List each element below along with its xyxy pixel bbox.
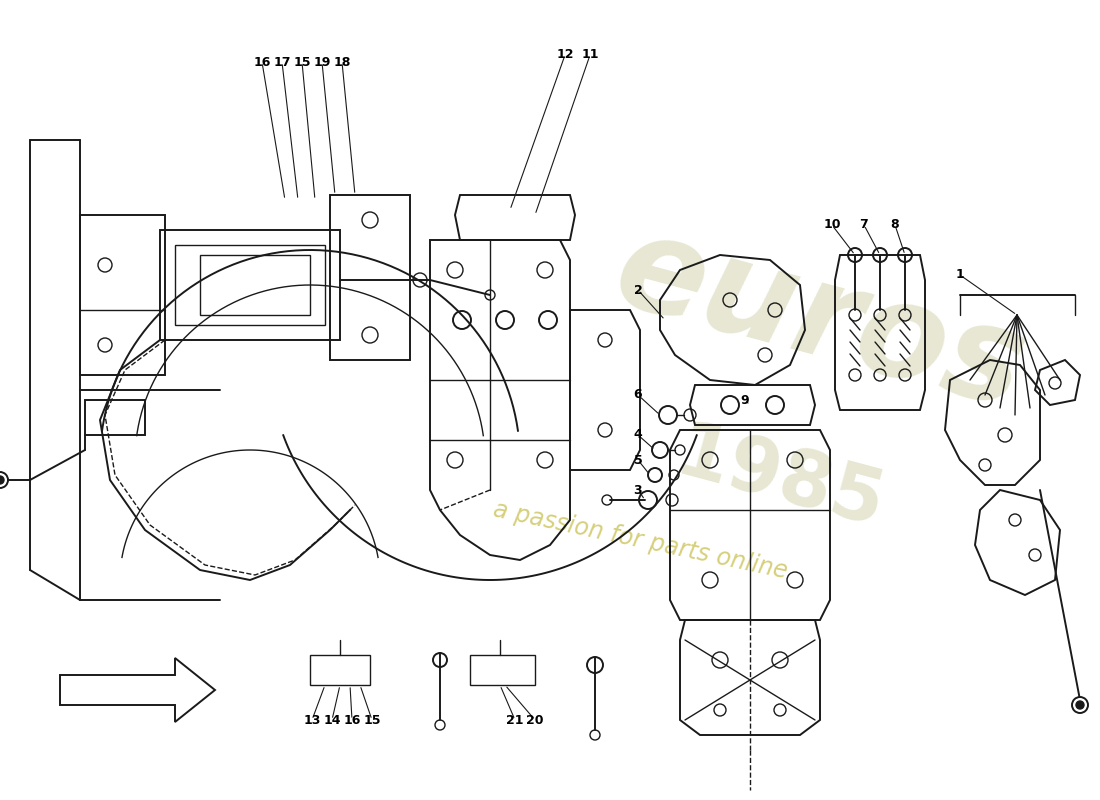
Circle shape <box>0 472 8 488</box>
Text: 14: 14 <box>323 714 341 726</box>
Text: 21: 21 <box>506 714 524 726</box>
Text: 6: 6 <box>634 389 642 402</box>
Text: euros: euros <box>602 205 1038 435</box>
Text: 16: 16 <box>253 55 271 69</box>
Text: 8: 8 <box>891 218 900 231</box>
Text: 19: 19 <box>314 55 331 69</box>
Circle shape <box>1072 697 1088 713</box>
Text: 13: 13 <box>304 714 321 726</box>
Text: 16: 16 <box>343 714 361 726</box>
Text: a passion for parts online: a passion for parts online <box>491 497 790 583</box>
Text: 15: 15 <box>294 55 310 69</box>
Circle shape <box>1076 701 1084 709</box>
Text: 3: 3 <box>634 483 642 497</box>
Text: 10: 10 <box>823 218 840 231</box>
Text: 20: 20 <box>526 714 543 726</box>
Text: 1: 1 <box>956 269 965 282</box>
Text: 18: 18 <box>333 55 351 69</box>
Text: 17: 17 <box>273 55 290 69</box>
Text: 9: 9 <box>740 394 749 406</box>
Text: 12: 12 <box>557 49 574 62</box>
Text: 7: 7 <box>859 218 868 231</box>
Text: 11: 11 <box>581 49 598 62</box>
Circle shape <box>0 476 4 484</box>
Text: 4: 4 <box>634 429 642 442</box>
Text: 2: 2 <box>634 283 642 297</box>
Text: 1985: 1985 <box>668 417 892 543</box>
Text: 5: 5 <box>634 454 642 466</box>
Text: 15: 15 <box>363 714 381 726</box>
